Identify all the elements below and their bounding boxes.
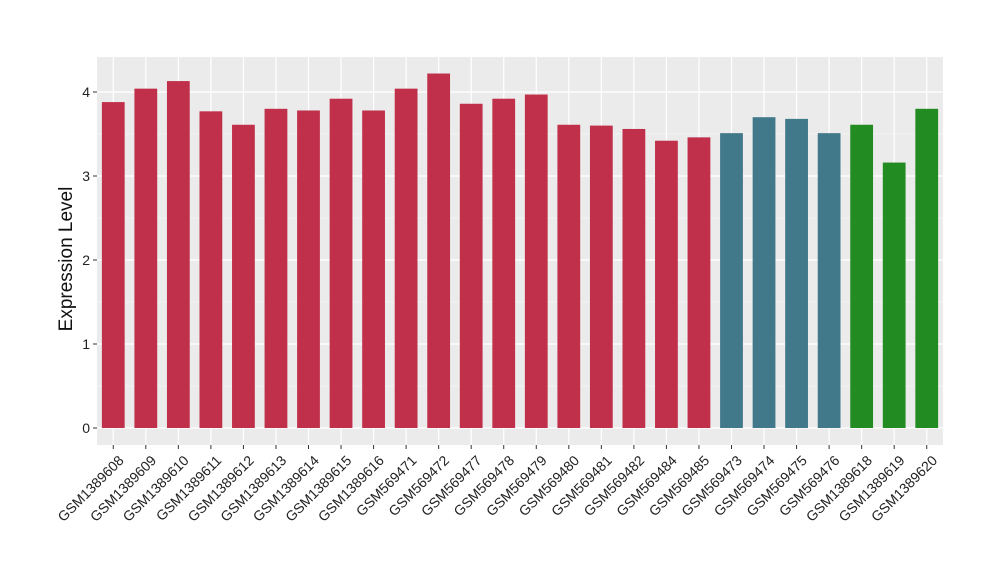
bar-GSM569475 (785, 118, 808, 428)
bar-GSM569482 (622, 128, 646, 428)
bar-GSM569485 (687, 137, 711, 429)
plot-panel (97, 57, 943, 445)
bar-GSM569481 (589, 125, 613, 428)
y-tick-label: 3 (82, 168, 90, 184)
bar-GSM1389616 (362, 110, 385, 428)
bar-GSM569473 (720, 133, 743, 428)
bar-GSM569478 (492, 98, 516, 428)
bar-GSM1389618 (850, 124, 874, 428)
bar-GSM569477 (459, 103, 483, 428)
bar-GSM569471 (394, 88, 418, 428)
bar-GSM1389609 (134, 88, 158, 428)
bar-GSM1389620 (915, 108, 939, 429)
y-tick-label: 4 (82, 84, 90, 100)
bar-GSM1389619 (882, 162, 906, 428)
y-tick-label: 1 (82, 336, 90, 352)
bar-GSM1389608 (101, 102, 125, 428)
bar-GSM569476 (817, 133, 841, 428)
bar-GSM1389612 (232, 124, 255, 428)
y-tick-label: 0 (82, 420, 90, 436)
bars (101, 73, 939, 429)
x-axis: GSM1389608GSM1389609GSM1389610GSM1389611… (54, 445, 940, 525)
bar-GSM569474 (752, 117, 776, 428)
bar-GSM1389610 (166, 81, 190, 428)
bar-GSM569479 (524, 94, 548, 429)
bar-GSM569472 (427, 73, 451, 429)
bar-GSM569480 (557, 124, 581, 428)
bar-GSM1389615 (329, 98, 353, 428)
bar-GSM1389613 (264, 108, 288, 429)
y-axis: 0 1 2 3 4 (82, 84, 97, 436)
bar-GSM569484 (655, 140, 678, 428)
y-tick-label: 2 (82, 252, 90, 268)
bar-GSM1389614 (297, 110, 320, 428)
bar-GSM1389611 (199, 111, 223, 428)
y-axis-label: Expression Level (56, 187, 77, 332)
